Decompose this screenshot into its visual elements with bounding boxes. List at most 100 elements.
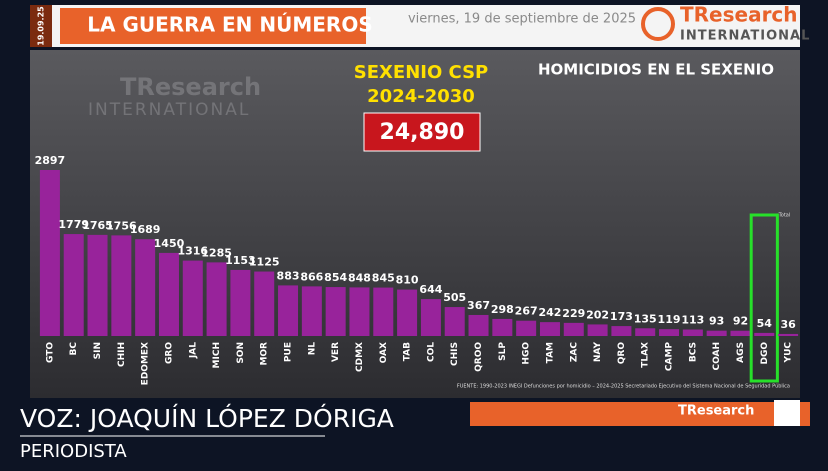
bar: [706, 330, 727, 336]
bar: [182, 260, 203, 336]
bar: [778, 333, 799, 336]
x-tick-label: SLP: [498, 342, 508, 361]
bar: [325, 287, 346, 336]
bar: [682, 329, 703, 336]
bar: [63, 234, 84, 336]
value-label: 242: [538, 306, 561, 319]
header-title: LA GUERRA EN NÚMEROS: [87, 13, 372, 37]
bar: [730, 330, 751, 336]
bar: [206, 262, 227, 336]
value-label: 866: [300, 270, 323, 283]
x-tick-label: CHIS: [450, 342, 460, 366]
value-label: 173: [610, 310, 633, 323]
bar: [87, 234, 108, 336]
bar: [563, 322, 584, 336]
bar: [539, 322, 560, 336]
watermark-name: TResearch: [120, 73, 261, 101]
x-tick-label: BCS: [688, 342, 698, 362]
x-tick-label: CAMP: [665, 342, 675, 372]
x-tick-label: ZAC: [569, 342, 579, 362]
x-tick-label: YUC: [784, 342, 794, 364]
value-label: 92: [733, 315, 748, 328]
bar: [659, 329, 680, 336]
value-label: 1779: [58, 218, 89, 231]
bar: [278, 285, 299, 336]
x-tick-label: DGO: [760, 342, 770, 365]
value-label: 229: [562, 307, 585, 320]
x-tick-label: VER: [331, 342, 341, 362]
value-label: 1285: [201, 246, 232, 259]
x-tick-label: CDMX: [355, 342, 365, 372]
value-label: 2897: [35, 154, 66, 167]
x-tick-label: COL: [426, 342, 436, 362]
x-tick-label: GRO: [164, 342, 174, 364]
value-label: 1316: [177, 245, 208, 258]
bar: [373, 287, 394, 336]
value-label: 367: [467, 299, 490, 312]
x-tick-label: PUE: [284, 342, 294, 362]
watermark-sub: INTERNATIONAL: [88, 100, 250, 120]
value-label: 1450: [154, 237, 185, 250]
x-tick-label: COAH: [712, 342, 722, 371]
x-tick-label: QRO: [617, 342, 627, 365]
bar: [39, 170, 60, 336]
footer-logo: TResearch: [678, 404, 754, 419]
x-tick-label: SON: [236, 342, 246, 364]
bar: [111, 235, 132, 336]
value-label: 1153: [225, 254, 256, 267]
x-tick-label: TAB: [403, 342, 413, 361]
value-label: 1756: [106, 219, 137, 232]
date-stamp: 19.09.25: [37, 6, 46, 46]
x-tick-label: NL: [307, 342, 317, 356]
bar: [468, 314, 489, 336]
x-tick-label: MICH: [212, 342, 222, 368]
source: FUENTE: 1990-2023 INEGI Defunciones por …: [457, 383, 790, 390]
highlight-box: [749, 213, 779, 383]
bar: [230, 269, 251, 336]
value-label: 845: [372, 272, 395, 285]
value-label: 1689: [130, 223, 161, 236]
value-label: 113: [681, 314, 704, 327]
bar: [349, 287, 370, 336]
x-tick-label: EDOMEX: [141, 342, 151, 385]
value-label: 93: [709, 315, 724, 328]
x-tick-label: SIN: [93, 342, 103, 359]
value-label: 267: [515, 305, 538, 318]
bar: [158, 252, 179, 336]
x-tick-label: BC: [69, 342, 79, 356]
value-label: 505: [443, 291, 466, 304]
value-label: 135: [634, 312, 657, 325]
value-label: 848: [348, 271, 371, 284]
bar: [254, 271, 275, 336]
bar: [611, 326, 632, 336]
value-label: 1765: [82, 219, 113, 232]
bar: [635, 328, 656, 336]
x-tick-label: AGS: [736, 342, 746, 363]
value-label: 36: [780, 318, 796, 331]
header-date: viernes, 19 de septiembre de 2025: [408, 12, 636, 27]
logo-sub: INTERNATIONAL: [680, 29, 810, 44]
total-note: Total: [778, 213, 791, 219]
total-value: 24,890: [380, 120, 465, 145]
chart-panel: [30, 50, 800, 398]
date-stamp-box: [30, 5, 52, 47]
x-tick-label: CHIH: [117, 342, 127, 367]
value-label: 1125: [249, 256, 280, 269]
role: PERIODISTA: [20, 441, 127, 462]
bar: [516, 320, 537, 336]
bar: [754, 332, 775, 336]
value-label: 644: [419, 283, 442, 296]
bar: [492, 318, 513, 336]
logo-icon: [641, 7, 675, 41]
chart-subtitle: 2024-2030: [367, 86, 475, 107]
bar: [397, 289, 418, 336]
footer-strip: [470, 402, 810, 426]
value-label: 119: [658, 313, 681, 326]
bar: [301, 286, 322, 336]
total-box: [363, 112, 481, 152]
x-tick-label: JAL: [188, 342, 198, 359]
x-tick-label: TAM: [545, 342, 555, 363]
qr-code: [774, 400, 800, 426]
chart-title: SEXENIO CSP: [354, 62, 488, 83]
